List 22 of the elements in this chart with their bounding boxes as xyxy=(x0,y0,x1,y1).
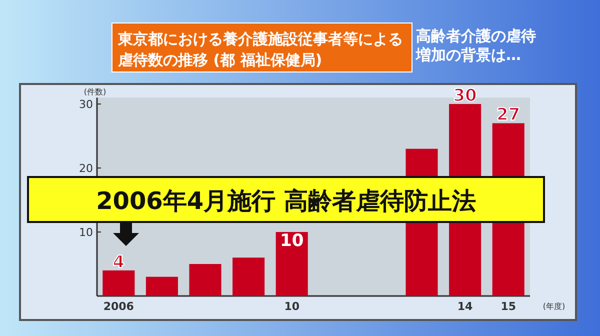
x-tick-label: 14 xyxy=(457,300,474,313)
data-label: 4 xyxy=(112,252,125,272)
bar xyxy=(276,232,308,296)
y-axis-title: (件数) xyxy=(84,88,106,97)
chart-subtitle: 虐待数の推移 (都 福祉保健局) xyxy=(117,51,322,69)
x-tick-label: 10 xyxy=(284,300,300,313)
x-axis-title: (年度) xyxy=(542,302,566,311)
annotation: 2006年4月施行 高齢者虐待防止法 xyxy=(96,187,476,215)
chart-title: 東京都における養介護施設従事者等による xyxy=(117,30,403,48)
data-label: 10 xyxy=(280,231,304,251)
data-label: 27 xyxy=(496,105,520,126)
data-label: 30 xyxy=(453,86,478,106)
bar xyxy=(102,270,135,296)
y-tick-label: 30 xyxy=(79,98,93,111)
y-tick-label: 20 xyxy=(79,162,93,175)
bar xyxy=(232,258,265,296)
text: 高齢者介護の虐待増加の背景は… xyxy=(415,27,536,64)
y-tick-label: 10 xyxy=(79,226,93,239)
bar xyxy=(189,264,222,296)
x-tick-label: 15 xyxy=(500,300,516,313)
bar xyxy=(146,276,178,296)
x-tick-label: 2006 xyxy=(103,300,134,313)
